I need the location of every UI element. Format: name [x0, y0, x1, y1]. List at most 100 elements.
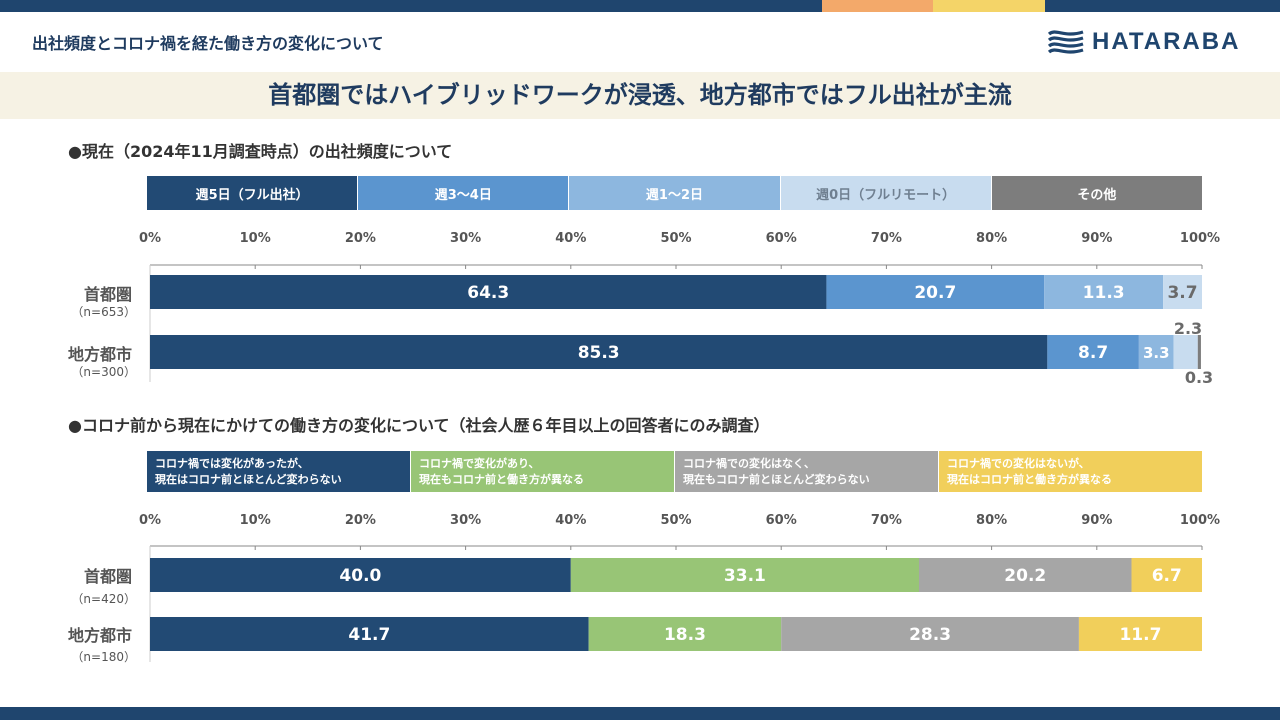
- bar-segment: [1044, 275, 1164, 309]
- chart1-title: ●現在（2024年11月調査時点）の出社頻度について: [68, 142, 453, 161]
- chart2-category-name: 地方都市: [67, 626, 132, 645]
- data-label: 11.7: [1119, 625, 1161, 645]
- top-bar-navy: [0, 0, 822, 12]
- wave-logo-icon: [1048, 30, 1084, 54]
- legend-item-label: 週3～4日: [434, 187, 492, 203]
- bar-segment: [150, 617, 589, 651]
- legend-item-label: 週1～2日: [645, 187, 704, 203]
- bottom-bar: [0, 707, 1280, 720]
- x-tick-label: 50%: [660, 513, 692, 528]
- x-tick-label: 20%: [344, 513, 376, 528]
- top-bar-navy-right: [1045, 0, 1280, 12]
- legend-item: コロナ禍で変化があり、現在もコロナ前と働き方が異なる: [411, 451, 675, 492]
- x-tick-label: 70%: [870, 513, 902, 528]
- x-tick-label: 100%: [1179, 231, 1221, 246]
- x-tick-label: 40%: [555, 513, 587, 528]
- bar-segment: [1131, 558, 1202, 592]
- data-label: 11.3: [1083, 283, 1125, 303]
- x-tick-label: 90%: [1081, 513, 1113, 528]
- legend-item: その他: [991, 176, 1203, 210]
- data-label: 85.3: [578, 343, 620, 363]
- bar-segment: [781, 617, 1079, 651]
- x-tick-label: 60%: [765, 231, 797, 246]
- chart2-legend: コロナ禍では変化があったが、 現在はコロナ前とほとんど変わらない コロナ禍で変化があ…: [147, 451, 1203, 492]
- legend-item-label: コロナ禍での変化はないが、: [947, 456, 1090, 470]
- data-label: 18.3: [664, 625, 706, 645]
- legend-item: 週3～4日: [358, 176, 570, 210]
- bar-segment: [1078, 617, 1202, 651]
- x-tick-label: 10%: [239, 231, 271, 246]
- x-tick-label: 30%: [450, 513, 482, 528]
- top-bar-yellow: [933, 0, 1045, 12]
- bar-segment: [1173, 335, 1198, 369]
- data-label: 41.7: [348, 625, 390, 645]
- bar-segment: [150, 558, 571, 592]
- logo: HATARABA: [1048, 27, 1240, 57]
- chart1-category-name: 地方都市: [67, 345, 132, 364]
- legend-item-label: 週0日（フルリモート）: [816, 187, 956, 203]
- legend-item-label: 週5日（フル出社）: [195, 187, 309, 203]
- data-label: 20.2: [1004, 566, 1046, 586]
- x-tick-label: 40%: [555, 231, 587, 246]
- logo-text: HATARABA: [1092, 28, 1241, 55]
- legend-item: 週5日（フル出社）: [147, 176, 359, 210]
- headline-band: [0, 72, 1280, 119]
- legend-item: コロナ禍では変化があったが、 現在はコロナ前とほとんど変わらない: [147, 451, 411, 492]
- data-label: 6.7: [1152, 566, 1182, 586]
- data-label: 3.7: [1167, 283, 1197, 303]
- legend-item-label: 現在はコロナ前と働き方が異なる: [947, 472, 1112, 486]
- x-tick-label: 90%: [1081, 231, 1113, 246]
- bar-segment: [826, 275, 1045, 309]
- legend-item-label: 現在もコロナ前と働き方が異なる: [419, 472, 584, 486]
- bar-segment: [919, 558, 1132, 592]
- chart1-category-n: （n=300）: [71, 365, 136, 379]
- chart2-category-n: （n=180）: [71, 650, 136, 664]
- x-tick-label: 20%: [344, 231, 376, 246]
- bar-segment: [1138, 335, 1174, 369]
- chart2-category-n: （n=420）: [71, 592, 136, 606]
- bar-segment: [1197, 335, 1201, 369]
- legend-item-label: コロナ禍で変化があり、: [419, 456, 540, 470]
- legend-item-label: 現在もコロナ前とほとんど変わらない: [683, 472, 870, 486]
- legend-item-label: その他: [1077, 187, 1117, 203]
- data-label: 20.7: [914, 283, 956, 303]
- bar-segment: [1163, 275, 1202, 309]
- data-label: 33.1: [724, 566, 766, 586]
- x-tick-label: 30%: [450, 231, 482, 246]
- legend-item-label: コロナ禍では変化があったが、: [155, 456, 309, 470]
- x-tick-label: 50%: [660, 231, 692, 246]
- x-tick-label: 100%: [1179, 513, 1221, 528]
- data-label: 3.3: [1143, 344, 1170, 362]
- chart2-title: ●コロナ前から現在にかけての働き方の変化について（社会人歴６年目以上の回答者にの…: [68, 416, 770, 435]
- data-label: 40.0: [339, 566, 381, 586]
- data-label: 28.3: [909, 625, 951, 645]
- chart1-legend: 週5日（フル出社） 週3～4日 週1～2日 週0日（フルリモート） その他: [147, 176, 1203, 210]
- x-tick-label: 60%: [765, 513, 797, 528]
- chart2-category-name: 首都圏: [83, 567, 132, 586]
- x-tick-label: 10%: [239, 513, 271, 528]
- header-title: 出社頻度とコロナ禍を経た働き方の変化について: [32, 34, 384, 53]
- legend-item-label: コロナ禍での変化はなく、: [683, 456, 815, 470]
- legend-item: 週0日（フルリモート）: [780, 176, 992, 210]
- x-tick-label: 70%: [870, 231, 902, 246]
- bar-segment: [150, 335, 1048, 369]
- data-label: 64.3: [467, 283, 509, 303]
- legend-item: コロナ禍での変化はなく、現在もコロナ前とほとんど変わらない: [675, 451, 939, 492]
- x-tick-label: 80%: [976, 231, 1008, 246]
- data-label: 0.3: [1185, 368, 1213, 387]
- x-tick-label: 0%: [138, 231, 162, 246]
- top-bar-orange: [822, 0, 933, 12]
- bar-segment: [588, 617, 782, 651]
- bar-segment: [570, 558, 920, 592]
- x-tick-label: 0%: [138, 513, 162, 528]
- headline: 首都圏ではハイブリッドワークが浸透、地方都市ではフル出社が主流: [268, 81, 1012, 109]
- chart1-category-n: （n=653）: [71, 305, 136, 319]
- chart1-category-name: 首都圏: [83, 285, 132, 304]
- data-label: 8.7: [1078, 343, 1108, 363]
- legend-item: 週1～2日: [569, 176, 781, 210]
- data-label: 2.3: [1174, 319, 1202, 338]
- x-tick-label: 80%: [976, 513, 1008, 528]
- legend-item: コロナ禍での変化はないが、現在はコロナ前と働き方が異なる: [939, 451, 1203, 492]
